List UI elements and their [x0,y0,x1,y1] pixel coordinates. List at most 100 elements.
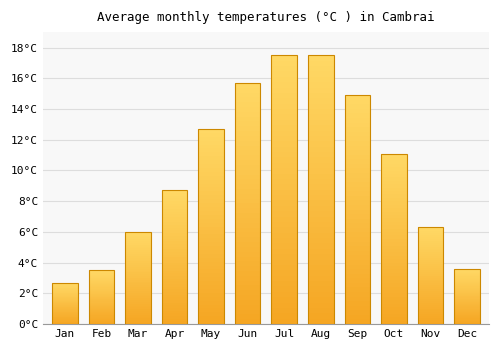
Bar [88,316,114,317]
Bar [198,320,224,324]
Bar [88,284,114,285]
Bar [418,316,443,318]
Bar [198,238,224,242]
Bar [52,317,78,318]
Bar [418,280,443,281]
Bar [272,254,297,259]
Bar [162,254,188,257]
Bar [125,302,151,304]
Bar [344,256,370,260]
Bar [125,259,151,261]
Bar [198,211,224,215]
Bar [235,276,260,281]
Bar [235,295,260,300]
Bar [125,254,151,256]
Bar [272,249,297,254]
Bar [125,236,151,237]
Bar [235,170,260,175]
Bar [418,314,443,316]
Bar [454,298,480,299]
Bar [418,262,443,264]
Bar [454,323,480,324]
Bar [88,273,114,274]
Bar [125,234,151,236]
Bar [308,82,334,88]
Bar [272,120,297,125]
Bar [272,222,297,227]
Bar [162,198,188,201]
Bar [125,287,151,289]
Bar [418,295,443,297]
Bar [198,156,224,160]
Bar [272,276,297,281]
Bar [272,131,297,136]
Bar [52,316,78,317]
Bar [272,55,297,324]
Bar [418,231,443,233]
Bar [344,210,370,214]
Bar [198,270,224,273]
Bar [125,271,151,272]
Bar [454,309,480,310]
Bar [125,306,151,307]
Bar [272,243,297,249]
Bar [381,283,406,287]
Bar [198,191,224,195]
Bar [272,184,297,190]
Bar [418,227,443,229]
Bar [344,159,370,164]
Bar [125,291,151,293]
Bar [235,199,260,203]
Bar [272,88,297,93]
Bar [381,270,406,273]
Bar [381,252,406,256]
Bar [235,83,260,324]
Bar [308,179,334,184]
Bar [235,117,260,121]
Bar [272,93,297,98]
Bar [344,187,370,191]
Bar [344,315,370,320]
Bar [381,290,406,293]
Bar [88,298,114,299]
Bar [418,305,443,307]
Bar [162,295,188,297]
Bar [88,282,114,283]
Bar [235,203,260,208]
Bar [162,201,188,204]
Bar [52,288,78,289]
Bar [308,71,334,77]
Bar [454,280,480,281]
Bar [198,133,224,137]
Bar [418,322,443,324]
Bar [235,160,260,165]
Bar [272,281,297,286]
Bar [198,188,224,191]
Bar [454,295,480,296]
Bar [454,306,480,307]
Bar [418,258,443,260]
Bar [418,245,443,247]
Bar [198,273,224,277]
Bar [198,148,224,152]
Bar [344,127,370,132]
Bar [52,312,78,313]
Bar [272,98,297,104]
Bar [52,289,78,290]
Bar [418,260,443,262]
Bar [308,98,334,104]
Bar [454,292,480,293]
Bar [308,195,334,201]
Bar [454,307,480,309]
Bar [272,233,297,238]
Bar [88,285,114,286]
Bar [454,299,480,300]
Bar [198,152,224,156]
Bar [381,167,406,170]
Bar [88,270,114,324]
Bar [235,242,260,247]
Bar [454,300,480,301]
Bar [162,287,188,289]
Bar [272,211,297,217]
Bar [52,301,78,302]
